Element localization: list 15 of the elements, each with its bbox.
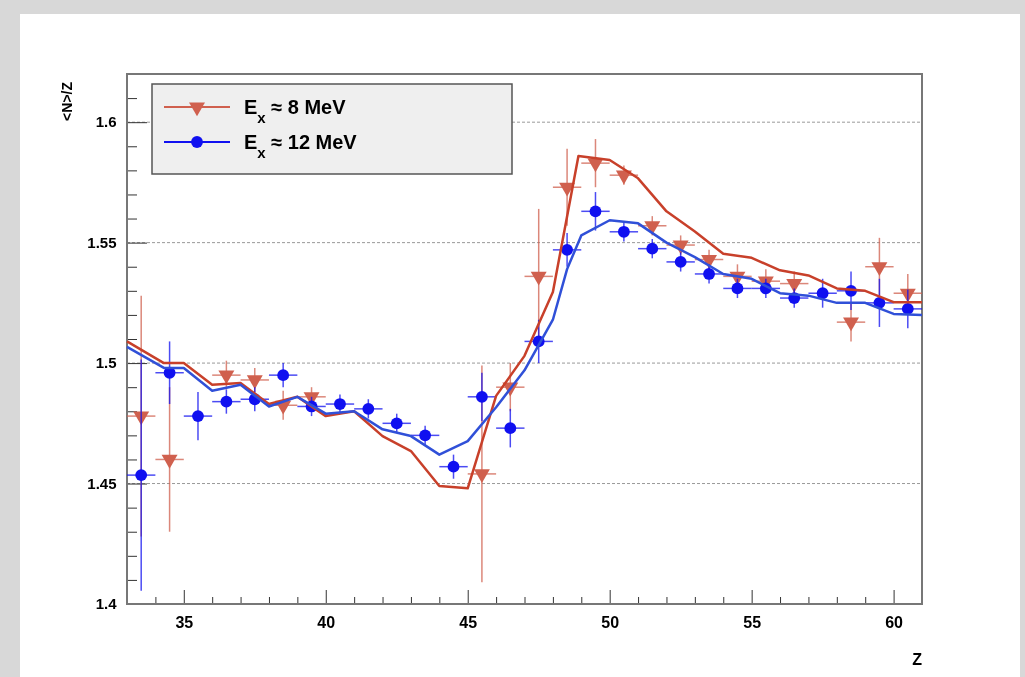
x-tick-label: 35	[175, 613, 194, 631]
y-tick-label: 1.6	[95, 113, 117, 131]
y-tick-label: 1.5	[95, 354, 117, 372]
x-tick-label: 45	[459, 613, 478, 631]
x-tick-label: 50	[601, 613, 620, 631]
x-tick-label: 55	[743, 613, 762, 631]
x-axis-title: Z	[912, 651, 923, 668]
y-tick-label: 1.55	[87, 233, 117, 251]
legend-label: E$_{x}$ ≈ 12 MeV	[244, 131, 358, 161]
y-tick-label: 1.45	[87, 474, 117, 492]
x-tick-label: 40	[317, 613, 336, 631]
y-tick-label: 1.4	[95, 595, 118, 613]
y-axis-title: <N>/Z	[59, 81, 75, 121]
legend-label: E$_{x}$ ≈ 8 MeV	[244, 96, 347, 126]
x-tick-label: 60	[885, 613, 904, 631]
